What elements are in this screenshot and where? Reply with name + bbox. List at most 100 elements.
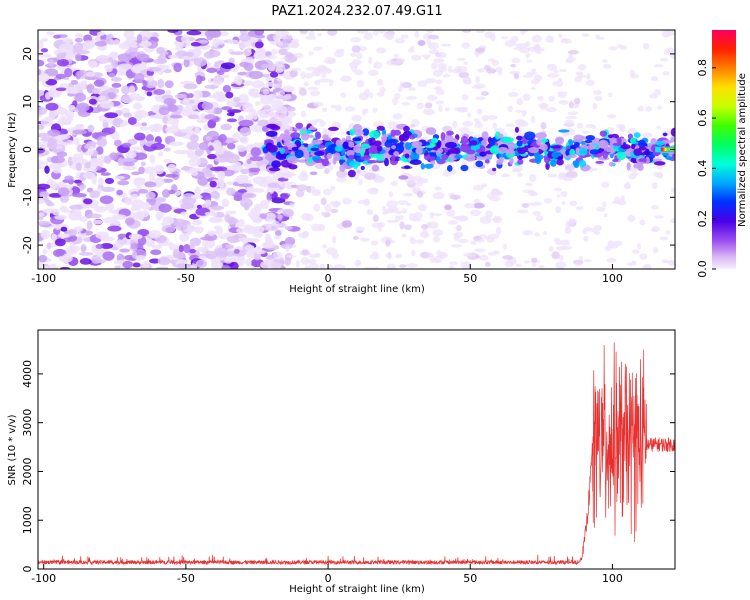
heatmap-cell [428, 49, 439, 55]
heatmap-cell [462, 120, 474, 127]
heatmap-cell [516, 135, 523, 141]
heatmap-cell [652, 158, 662, 162]
heatmap-cell [562, 176, 574, 182]
heatmap-cell [201, 167, 210, 174]
heatmap-cell [146, 134, 154, 143]
heatmap-cell [616, 124, 625, 129]
heatmap-cell [332, 235, 337, 244]
heatmap-cell [586, 73, 591, 80]
heatmap-cell [592, 90, 602, 95]
heatmap-cell [416, 191, 424, 198]
heatmap-cell [157, 78, 165, 89]
heatmap-cell [211, 38, 220, 48]
heatmap-cell [226, 217, 239, 225]
heatmap-cell [128, 85, 136, 94]
heatmap-cell [175, 44, 184, 51]
heatmap-cell [483, 65, 491, 71]
heatmap-cell [194, 148, 204, 157]
heatmap-cell [543, 150, 549, 155]
heatmap-cell [276, 214, 284, 220]
heatmap-cell [295, 189, 305, 198]
heatmap-cell [354, 69, 364, 76]
heatmap-cell [254, 246, 262, 255]
heatmap-cell [553, 237, 561, 243]
heatmap-cell [254, 30, 265, 36]
heatmap-cell [248, 172, 254, 177]
heatmap-cell [451, 68, 460, 74]
heatmap-cell [479, 151, 487, 157]
heatmap-cell [435, 88, 445, 96]
heatmap-cell [57, 58, 69, 67]
heatmap-cell [519, 147, 529, 152]
heatmap-cell [650, 75, 659, 82]
heatmap-cell [122, 39, 138, 48]
heatmap-cell [40, 229, 51, 240]
heatmap-cell [226, 142, 236, 150]
heatmap-cell [553, 69, 559, 74]
heatmap-cell [369, 130, 380, 140]
heatmap-cell [158, 106, 170, 116]
heatmap-cell [319, 120, 326, 127]
heatmap-cell [54, 225, 62, 230]
heatmap-cell [424, 163, 434, 169]
heatmap-cell [637, 105, 644, 112]
heatmap-cell [80, 243, 87, 253]
heatmap-cell [494, 127, 505, 133]
heatmap-cell [284, 225, 293, 230]
heatmap-cell [65, 209, 71, 214]
heatmap-cell [153, 88, 166, 96]
heatmap-cell [546, 63, 557, 71]
heatmap-cell [122, 112, 132, 118]
heatmap-cell [113, 139, 122, 147]
heatmap-cell [300, 257, 311, 265]
heatmap-cell [530, 86, 536, 91]
heatmap-cell [175, 222, 188, 231]
heatmap-cell [400, 34, 409, 39]
heatmap-cell [535, 132, 547, 140]
heatmap-cell [70, 157, 85, 163]
heatmap-cell [38, 254, 48, 263]
heatmap-cell [336, 176, 347, 183]
heatmap-cell [160, 222, 167, 227]
heatmap-cell [275, 230, 282, 237]
heatmap-cell [638, 158, 647, 163]
heatmap-cell [197, 176, 209, 186]
heatmap-cell [115, 175, 125, 180]
heatmap-cell [531, 34, 542, 43]
heatmap-cell [193, 57, 207, 67]
heatmap-cell [90, 157, 100, 167]
heatmap-cell [268, 167, 281, 172]
heatmap-cell [430, 259, 441, 264]
heatmap-cell [360, 165, 365, 171]
heatmap-cell [527, 190, 536, 197]
heatmap-cell [463, 252, 475, 257]
heatmap-cell [467, 112, 472, 118]
heatmap-cell [96, 165, 102, 171]
heatmap-cell [121, 142, 132, 148]
heatmap-cell [551, 251, 560, 260]
heatmap-cell [148, 229, 162, 239]
y-tick-label: -20 [21, 236, 34, 254]
heatmap-cell [136, 34, 143, 44]
heatmap-cell [173, 149, 189, 155]
heatmap-cell [426, 94, 438, 101]
heatmap-cell [181, 35, 190, 43]
heatmap-cell [147, 75, 154, 83]
heatmap-cell [315, 131, 322, 140]
heatmap-cell [317, 32, 323, 37]
heatmap-cell [450, 244, 463, 248]
heatmap-cell [240, 198, 253, 208]
heatmap-cell [334, 145, 343, 152]
heatmap-cell [188, 248, 196, 254]
heatmap-cell [72, 129, 88, 135]
heatmap-cell [169, 114, 183, 119]
heatmap-cell [611, 200, 622, 205]
y-tick-label: 3000 [21, 409, 34, 437]
heatmap-cell [105, 34, 112, 45]
heatmap-cell [310, 147, 317, 151]
heatmap-cell [143, 166, 158, 175]
heatmap-cell [96, 54, 110, 64]
heatmap-cell [592, 103, 598, 110]
heatmap-cell [149, 114, 164, 119]
heatmap-cell [124, 196, 133, 206]
